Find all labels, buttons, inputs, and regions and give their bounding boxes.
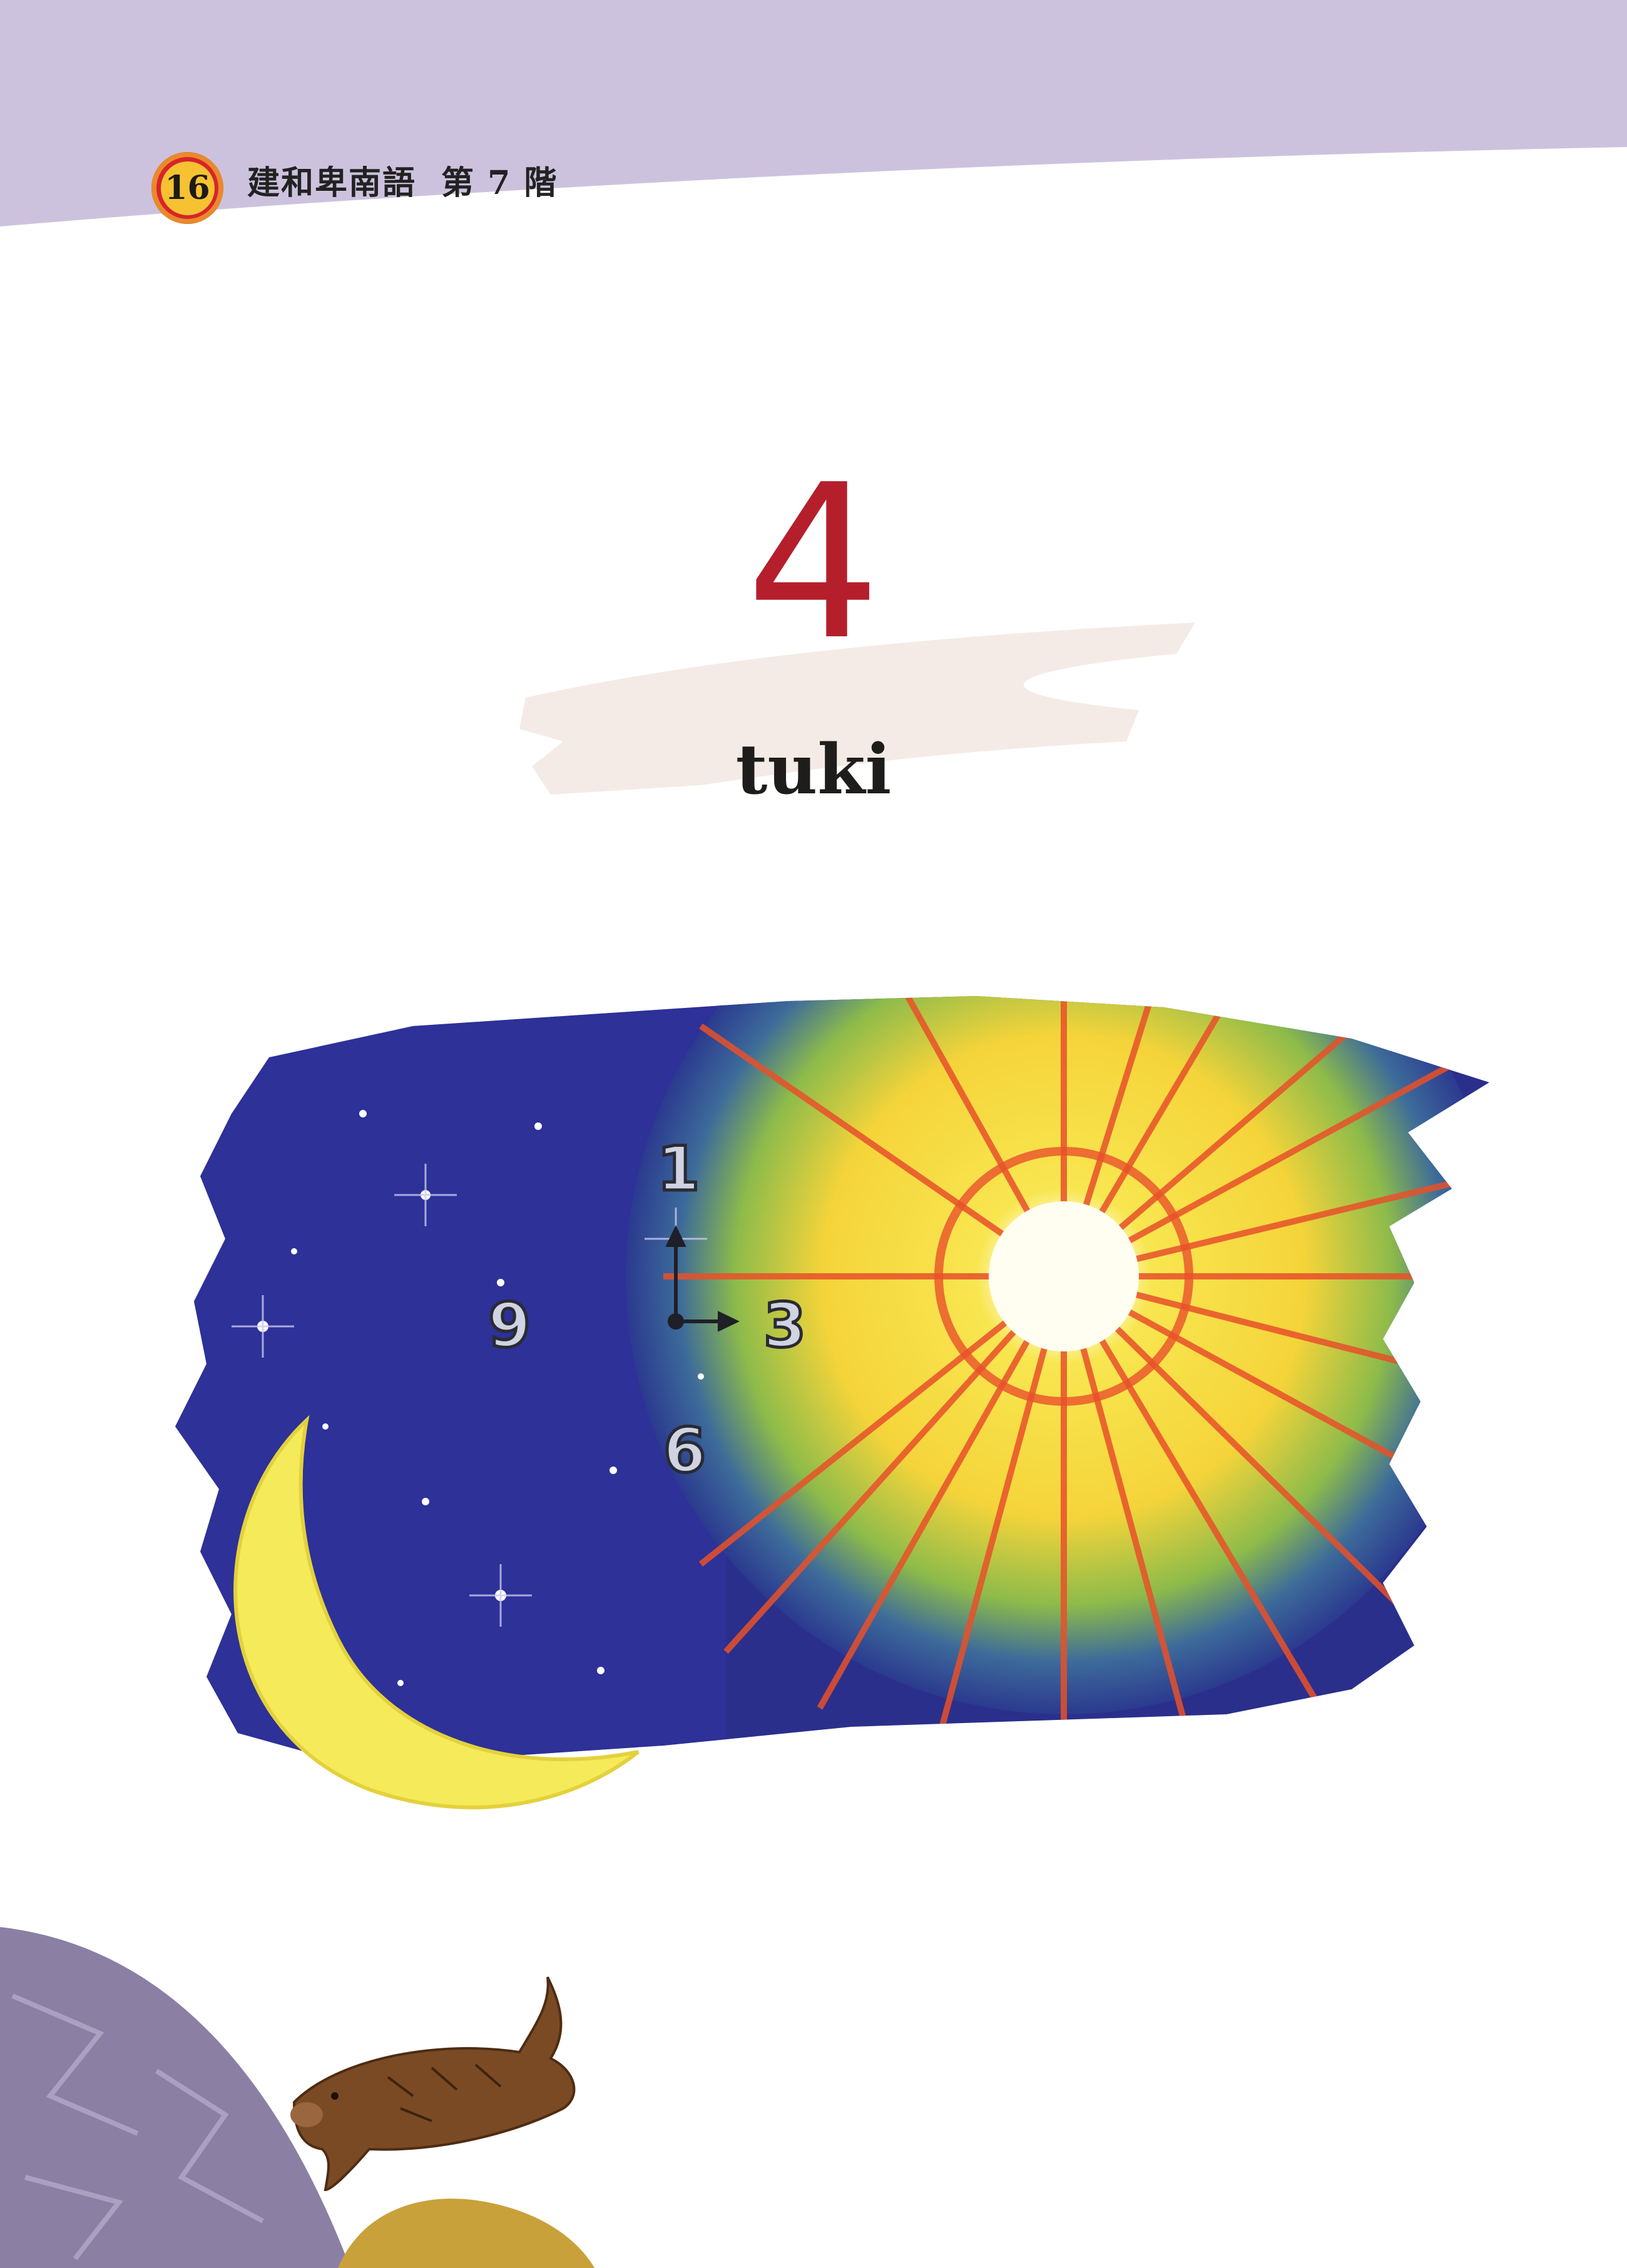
level-label: 第 7 階 (441, 164, 558, 202)
page-number-badge: 16 (151, 152, 223, 224)
clock-label-nine: 9 (486, 1290, 532, 1361)
lesson-title: tuki (735, 729, 892, 810)
footer-decoration (0, 1927, 594, 2268)
running-head: 建和卑南語第 7 階 (247, 156, 558, 203)
book-title: 建和卑南語 (247, 164, 417, 202)
brush-stroke (519, 623, 1195, 795)
clock-label-three: 3 (762, 1290, 807, 1361)
clock-label-twelve: 1 (655, 1134, 701, 1205)
sun-moon-illustration: 1 3 6 9 (163, 989, 1502, 1927)
page-number: 16 (160, 161, 215, 215)
boar-icon (290, 1976, 576, 2192)
lesson-number: 4 (745, 439, 882, 687)
clock-label-six: 6 (661, 1415, 707, 1487)
clock-hands-icon (665, 1225, 740, 1332)
crescent-moon-icon (233, 1415, 640, 1809)
header-band (0, 0, 1627, 226)
